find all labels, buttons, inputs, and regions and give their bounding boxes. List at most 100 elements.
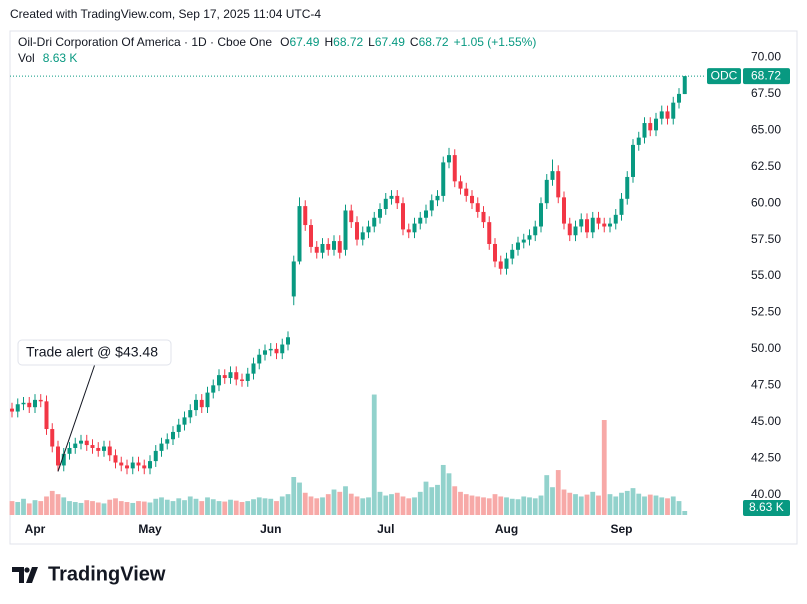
- volume-bar: [389, 494, 394, 515]
- candle-body: [228, 372, 233, 379]
- annotation-text: Trade alert @ $43.48: [26, 344, 158, 360]
- candle-body: [470, 195, 474, 204]
- candle-body: [590, 217, 595, 233]
- candle-body: [199, 399, 204, 408]
- volume-bar: [423, 481, 429, 515]
- candle-body: [516, 242, 520, 250]
- volume-bar: [343, 486, 348, 515]
- candle-body: [654, 118, 658, 131]
- volume-bar: [331, 489, 337, 515]
- volume-bar: [205, 497, 210, 515]
- y-tick-label: 57.50: [751, 232, 781, 246]
- candle-body: [44, 401, 49, 430]
- candle-body: [165, 439, 170, 444]
- y-tick-label: 67.50: [751, 86, 781, 100]
- candle-body: [130, 462, 135, 469]
- candle-body: [113, 455, 118, 463]
- volume-bar: [159, 497, 164, 515]
- volume-bar: [95, 502, 101, 515]
- candle-body: [596, 217, 601, 224]
- candle-body: [475, 203, 480, 212]
- y-tick-label: 45.00: [751, 414, 781, 428]
- volume-bar: [636, 493, 642, 515]
- volume-bar: [274, 501, 279, 515]
- y-tick-label: 40.00: [751, 487, 781, 501]
- candle-body: [67, 447, 72, 454]
- candle-body: [395, 195, 400, 204]
- volume-bar: [647, 494, 653, 515]
- volume-bar: [590, 491, 596, 515]
- volume-bar: [320, 497, 325, 515]
- volume-bar: [584, 494, 590, 515]
- y-tick-label: 60.00: [751, 195, 781, 209]
- annotation-box: [17, 339, 172, 366]
- candle-body: [222, 375, 227, 379]
- candle-body: [182, 417, 187, 425]
- candle-body: [372, 217, 377, 227]
- ohlc-key: C: [410, 35, 419, 49]
- candle-body: [263, 350, 267, 355]
- change: +1.05 (+1.55%): [454, 35, 537, 49]
- candle-body: [401, 203, 405, 230]
- volume-bar: [285, 494, 291, 515]
- logo: TradingView: [12, 563, 166, 585]
- candle-body: [452, 155, 457, 182]
- volume-bar: [486, 498, 492, 515]
- volume-bar: [38, 501, 44, 515]
- volume-bar: [481, 497, 486, 515]
- candle-body: [504, 258, 509, 269]
- candle-body: [389, 195, 394, 199]
- candle-body: [136, 462, 141, 466]
- candle-body: [274, 348, 279, 354]
- candle-body: [79, 440, 83, 444]
- y-tick-label: 65.00: [751, 123, 781, 137]
- candle-body: [15, 404, 20, 412]
- volume-bar: [377, 491, 383, 515]
- candle-body: [424, 210, 428, 218]
- price-tag-text: 68.72: [751, 68, 781, 82]
- candle-body: [441, 162, 446, 196]
- x-tick-label: Jun: [260, 522, 281, 536]
- volume-bar: [532, 498, 538, 515]
- candle-body: [602, 223, 607, 227]
- candle-body: [125, 465, 129, 469]
- candle-body: [447, 155, 451, 163]
- volume-bar: [187, 496, 193, 515]
- volume-bar: [515, 499, 521, 515]
- volume-bar: [245, 501, 251, 515]
- volume-bar: [665, 498, 670, 515]
- volume-bar: [435, 484, 440, 515]
- candle-body: [205, 392, 210, 408]
- volume-bar: [400, 496, 406, 515]
- candle-body: [562, 197, 566, 224]
- ohlc-key: O: [280, 35, 289, 49]
- volume-bar: [118, 501, 124, 515]
- volume-bar: [555, 470, 561, 515]
- volume-bar: [136, 501, 141, 515]
- volume-bar: [21, 498, 26, 515]
- candle-body: [412, 223, 417, 233]
- candle-body: [631, 144, 635, 177]
- volume-bar: [325, 494, 331, 515]
- candle-body: [234, 372, 239, 380]
- volume-bar: [337, 491, 343, 515]
- candle-body: [171, 431, 175, 440]
- candle-body: [539, 203, 543, 227]
- volume-bar: [630, 488, 636, 515]
- candle-body: [291, 261, 296, 297]
- candle-body: [297, 206, 302, 262]
- x-tick-label: Aug: [495, 522, 518, 536]
- logo-text: TradingView: [48, 563, 166, 585]
- candle-body: [96, 447, 101, 451]
- volume-bar: [44, 496, 49, 515]
- logo-dot: [24, 567, 30, 573]
- candle-body: [245, 373, 250, 381]
- candle-body: [153, 450, 158, 462]
- candle-body: [251, 363, 256, 374]
- annotation-pointer: [57, 363, 96, 472]
- volume-bar: [314, 498, 320, 515]
- volume-bar: [182, 500, 187, 515]
- volume-name: Vol: [18, 51, 35, 65]
- volume-bar: [670, 496, 676, 515]
- volume-bar: [199, 501, 205, 515]
